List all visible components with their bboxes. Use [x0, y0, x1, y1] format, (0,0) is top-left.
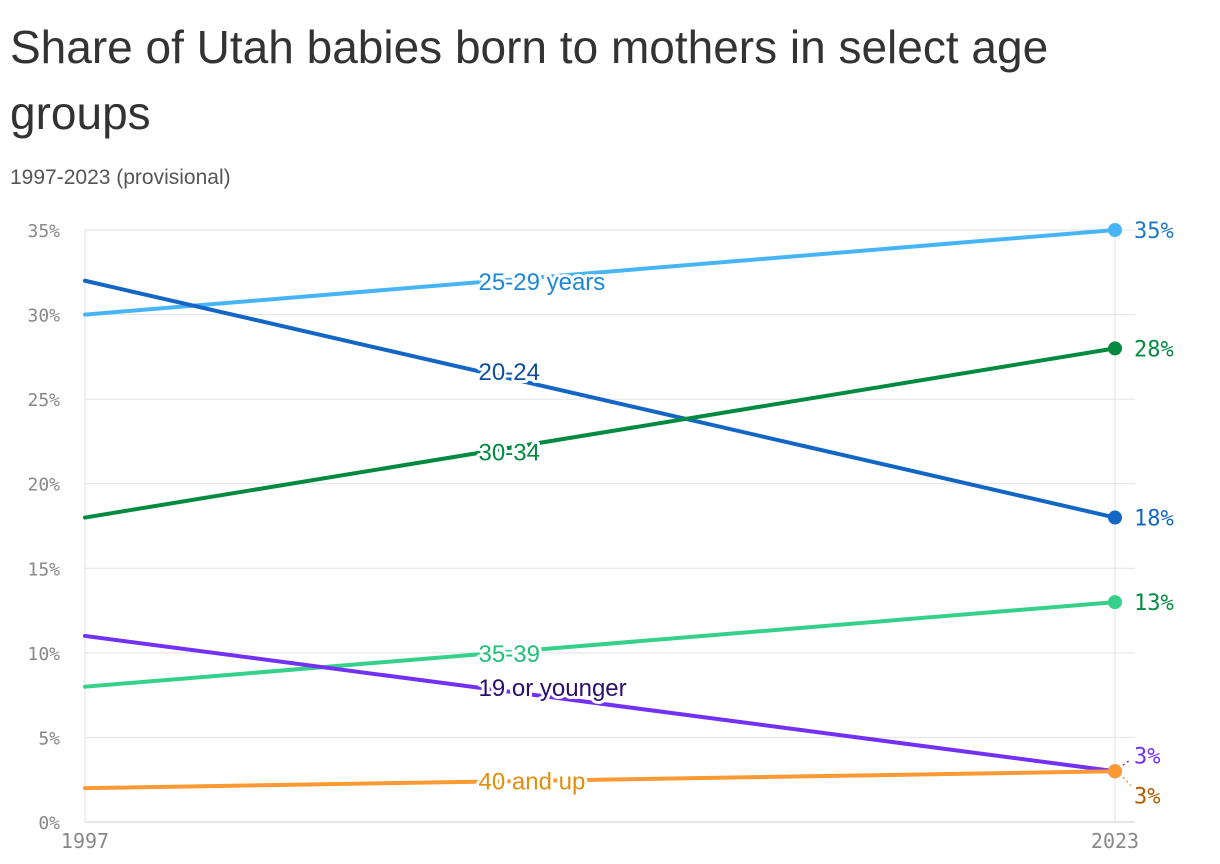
series-line: [83, 633, 1117, 774]
series-line: [83, 346, 1117, 520]
y-tick-label: 20%: [27, 475, 60, 496]
series-line: [83, 600, 1117, 689]
series-end-point: [1108, 764, 1122, 779]
series-labels: 25-29 years 20-24 30-34 35-39 19 or younger 4…: [476, 266, 630, 799]
series-end-label: 18%: [1134, 507, 1174, 532]
end-label-leader: [1122, 758, 1132, 766]
series-lines: [83, 228, 1117, 791]
gridlines: 0% 5% 10% 15% 20% 25% 30% 35% 1997 2023: [27, 221, 1139, 853]
series-line: [83, 769, 1117, 791]
series-end-point: [1108, 341, 1122, 356]
series-name-label: 20-24: [479, 359, 540, 386]
series-name-label: 25-29 years: [479, 269, 606, 296]
series-end-label: 35%: [1134, 219, 1174, 244]
series-name-label: 35-39: [479, 641, 540, 668]
series-end-point: [1108, 223, 1122, 237]
series-end-label: 3%: [1134, 784, 1161, 809]
y-tick-label: 25%: [27, 390, 60, 411]
y-tick-label: 35%: [27, 221, 60, 242]
series-end-label: 3%: [1134, 744, 1161, 769]
end-label-leader: [1122, 776, 1132, 786]
series-line: [83, 228, 1117, 317]
chart-title: Share of Utah babies born to mothers in …: [10, 21, 1049, 139]
series-end-label: 13%: [1134, 591, 1174, 616]
end-points: 35% 18% 28% 13% 3% 3%: [1108, 219, 1174, 809]
series-end-point: [1108, 595, 1122, 610]
series-name-label: 40 and up: [479, 769, 586, 796]
series-end-label: 28%: [1134, 337, 1174, 362]
y-tick-label: 5%: [38, 728, 60, 749]
series-line: [83, 278, 1117, 520]
y-tick-label: 15%: [27, 559, 60, 580]
series-name-label: 30-34: [479, 439, 540, 466]
y-tick-label: 30%: [27, 306, 60, 327]
series-name-label: 19 or younger: [479, 675, 627, 702]
x-tick-label: 2023: [1091, 829, 1139, 853]
series-end-point: [1108, 510, 1122, 525]
y-tick-label: 10%: [27, 644, 60, 665]
chart-subtitle: 1997-2023 (provisional): [10, 166, 231, 189]
x-tick-label: 1997: [61, 829, 109, 853]
y-tick-label: 0%: [38, 813, 60, 834]
